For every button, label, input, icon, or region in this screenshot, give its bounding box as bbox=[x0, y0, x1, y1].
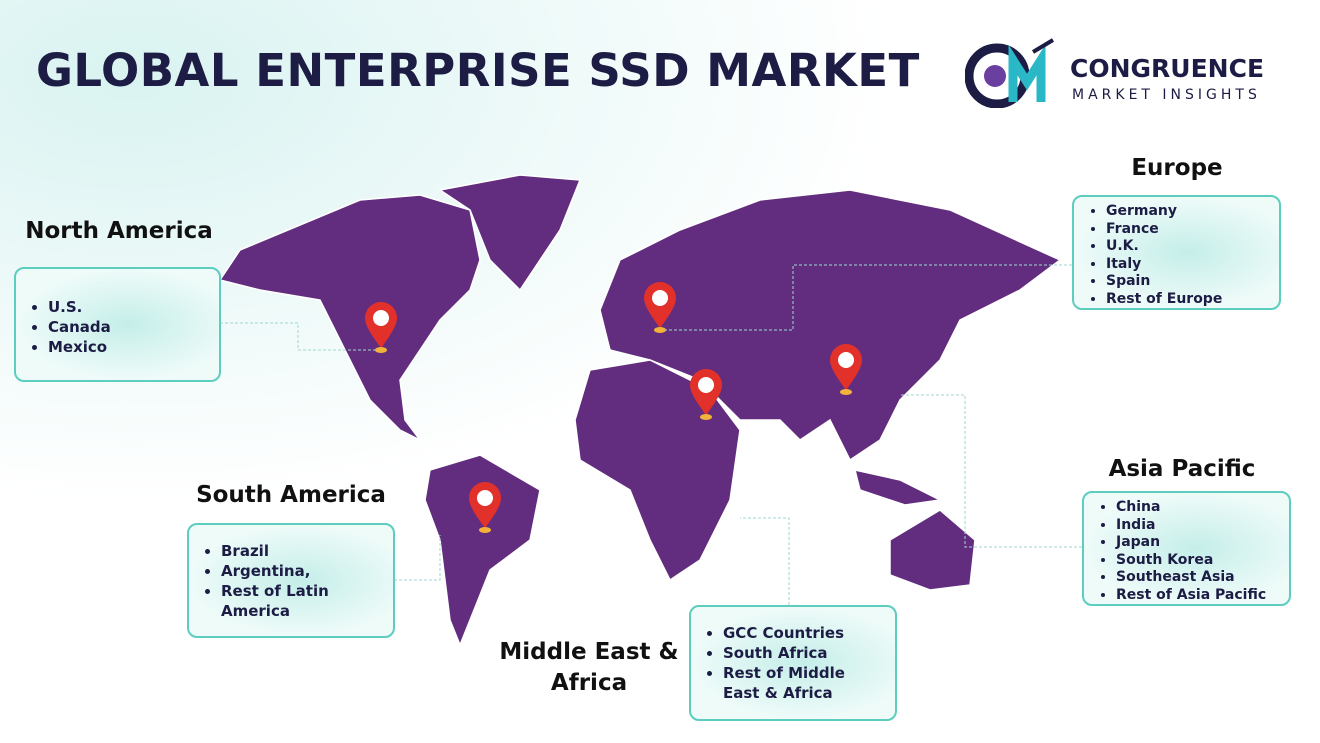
region-list: GermanyFranceU.K.ItalySpainRest of Europ… bbox=[1084, 203, 1269, 308]
region-heading: South America bbox=[196, 482, 386, 508]
region-item: Rest of Middle East & Africa bbox=[723, 663, 885, 703]
page-title: GLOBAL ENTERPRISE SSD MARKET bbox=[36, 44, 920, 97]
region-box: U.S.CanadaMexico bbox=[14, 267, 221, 382]
logo-name: CONGRUENCE bbox=[1070, 54, 1265, 83]
region-item: Spain bbox=[1106, 273, 1269, 291]
region-item: U.K. bbox=[1106, 238, 1269, 256]
region-item: Southeast Asia bbox=[1116, 569, 1279, 587]
region-list: GCC CountriesSouth AfricaRest of Middle … bbox=[701, 623, 885, 703]
region-heading: North America bbox=[25, 218, 213, 244]
region-list: U.S.CanadaMexico bbox=[26, 297, 209, 357]
region-item: Rest of Europe bbox=[1106, 291, 1269, 309]
region-item: Rest of Asia Pacific bbox=[1116, 587, 1279, 605]
region-item: Italy bbox=[1106, 256, 1269, 274]
logo-tagline: MARKET INSIGHTS bbox=[1072, 87, 1261, 103]
region-item: Germany bbox=[1106, 203, 1269, 221]
region-box: GCC CountriesSouth AfricaRest of Middle … bbox=[689, 605, 897, 721]
region-box: ChinaIndiaJapanSouth KoreaSoutheast Asia… bbox=[1082, 491, 1291, 606]
region-item: U.S. bbox=[48, 297, 209, 317]
region-box: GermanyFranceU.K.ItalySpainRest of Europ… bbox=[1072, 195, 1281, 310]
region-item: Rest of Latin America bbox=[221, 581, 383, 621]
region-heading: Europe bbox=[1131, 155, 1223, 181]
region-heading: Asia Pacific bbox=[1108, 456, 1256, 482]
region-item: Canada bbox=[48, 317, 209, 337]
location-pins bbox=[365, 282, 862, 533]
region-item: France bbox=[1106, 221, 1269, 239]
region-list: ChinaIndiaJapanSouth KoreaSoutheast Asia… bbox=[1094, 499, 1279, 604]
region-item: South Korea bbox=[1116, 552, 1279, 570]
region-item: South Africa bbox=[723, 643, 885, 663]
region-item: Mexico bbox=[48, 337, 209, 357]
logo-icon bbox=[965, 38, 1055, 108]
region-item: GCC Countries bbox=[723, 623, 885, 643]
region-box: BrazilArgentina,Rest of Latin America bbox=[187, 523, 395, 638]
region-item: Japan bbox=[1116, 534, 1279, 552]
region-item: Argentina, bbox=[221, 561, 383, 581]
region-heading: Middle East & Africa bbox=[499, 639, 679, 696]
region-item: India bbox=[1116, 517, 1279, 535]
region-list: BrazilArgentina,Rest of Latin America bbox=[199, 541, 383, 621]
region-item: China bbox=[1116, 499, 1279, 517]
region-item: Brazil bbox=[221, 541, 383, 561]
